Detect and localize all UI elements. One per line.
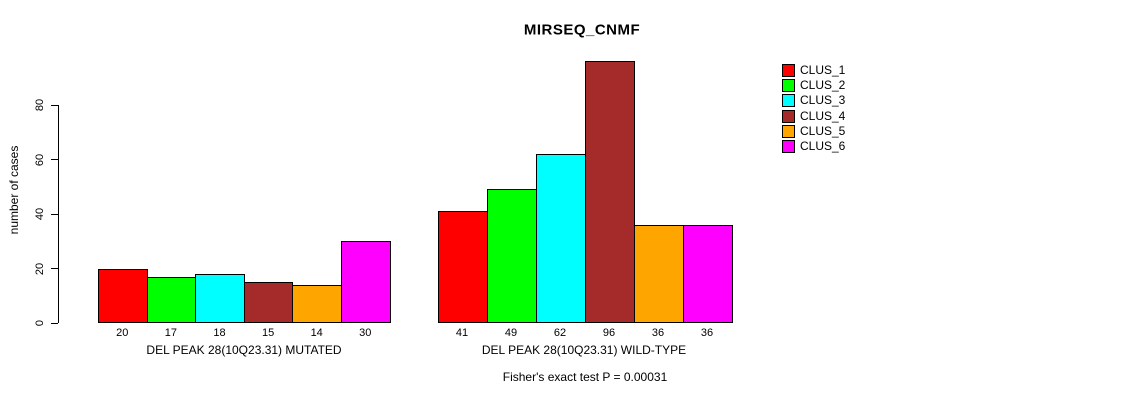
y-axis-line (58, 105, 59, 323)
bar-value-label: 17 (164, 327, 178, 339)
bar-value-label: 18 (213, 327, 226, 339)
bar-value-label: 15 (261, 327, 275, 339)
group-label-wildtype: DEL PEAK 28(10Q23.31) WILD-TYPE (481, 343, 687, 357)
group-label-mutated: DEL PEAK 28(10Q23.31) MUTATED (146, 343, 342, 357)
y-tick-mark (51, 268, 58, 269)
y-tick-mark (51, 213, 58, 215)
bar-value-label: 62 (553, 327, 567, 339)
bar-clus_6 (341, 241, 391, 323)
bar-clus_4 (584, 61, 635, 323)
legend-label: CLUS_6 (800, 139, 846, 153)
legend-label: CLUS_1 (800, 63, 846, 77)
bar-value-label: 41 (455, 327, 469, 339)
bar-clus_1 (98, 268, 148, 323)
bar-clus_3 (535, 154, 586, 323)
legend-swatch-clus_3 (782, 94, 795, 108)
bar-clus_4 (243, 282, 294, 323)
y-tick-mark (51, 104, 58, 106)
legend-swatch-clus_6 (782, 140, 795, 153)
legend-label: CLUS_3 (800, 93, 846, 108)
bar-clus_6 (682, 224, 733, 323)
bar-clus_5 (633, 224, 684, 323)
chart-title: MIRSEQ_CNMF (523, 21, 641, 39)
bar-value-label: 14 (310, 327, 323, 339)
legend-swatch-clus_5 (782, 124, 795, 138)
legend-swatch-clus_2 (782, 79, 795, 93)
bar-clus_3 (195, 273, 245, 323)
bar-value-label: 36 (651, 327, 665, 339)
bar-clus_2 (486, 189, 537, 323)
legend-swatch-clus_1 (782, 64, 795, 77)
bar-value-label: 36 (700, 327, 714, 339)
legend-label: CLUS_5 (800, 123, 846, 138)
bar-value-label: 30 (359, 327, 372, 339)
y-tick-mark (51, 322, 58, 324)
y-tick-mark (51, 159, 58, 160)
bar-clus_2 (146, 276, 197, 323)
bar-value-label: 20 (116, 327, 129, 339)
bar-clus_5 (292, 284, 342, 323)
legend-label: CLUS_4 (800, 108, 846, 123)
bar-value-label: 96 (602, 327, 616, 339)
legend-label: CLUS_2 (800, 78, 846, 93)
annotation-text: Fisher's exact test P = 0.00031 (502, 370, 668, 384)
bar-value-label: 49 (504, 327, 518, 339)
legend-swatch-clus_4 (782, 109, 795, 123)
